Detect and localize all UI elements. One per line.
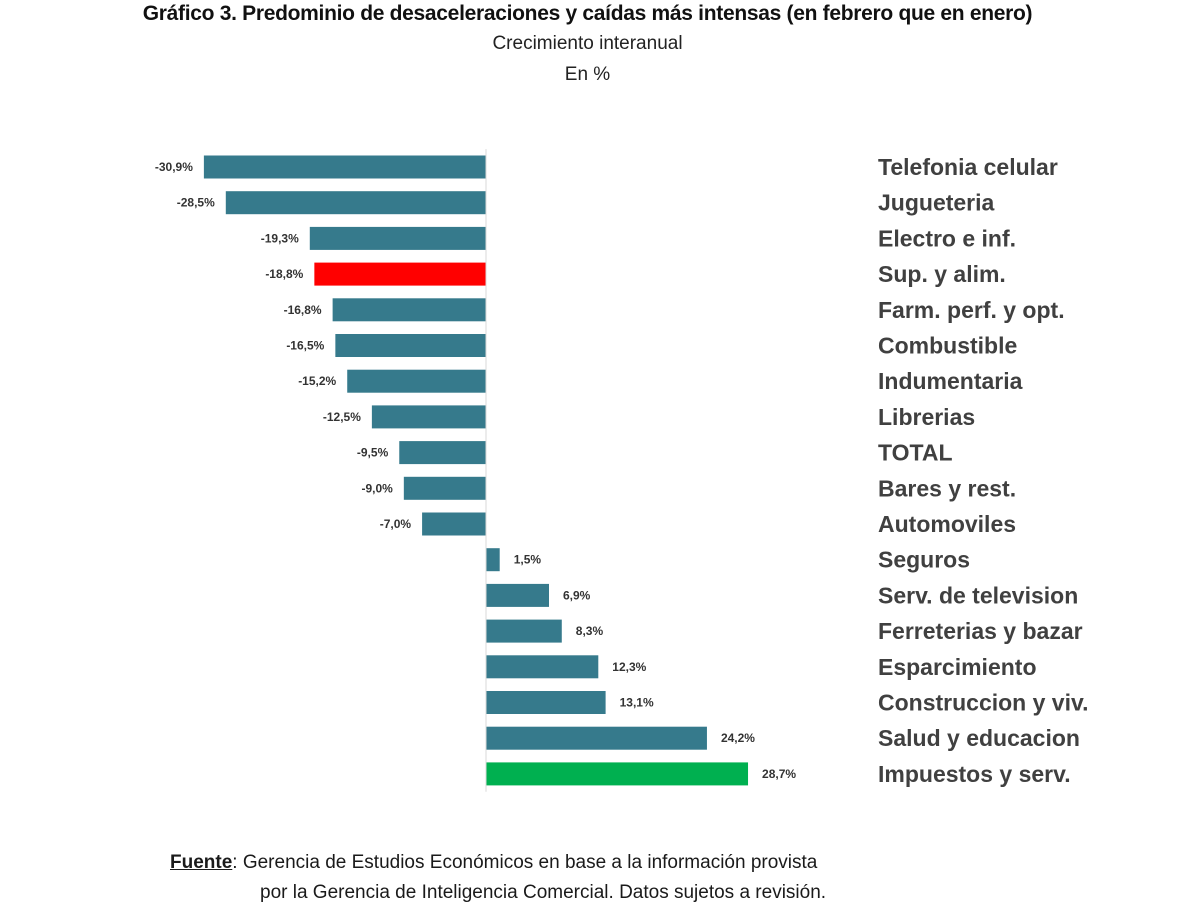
category-label-electro-e-inf: Electro e inf. [878,225,1016,251]
category-label-ferreterias-y-bazar: Ferreterias y bazar [878,618,1083,644]
data-label-impuestos-y-serv: 28,7% [762,767,796,781]
data-label-salud-y-educacion: 24,2% [721,731,755,745]
data-label-construccion-y-viv: 13,1% [620,696,654,710]
source-line-2: por la Gerencia de Inteligencia Comercia… [260,882,827,903]
source-note: Fuente: Gerencia de Estudios Económicos … [170,848,826,908]
data-label-electro-e-inf: -19,3% [261,231,299,245]
category-label-impuestos-y-serv: Impuestos y serv. [878,761,1071,787]
bar-combustible [335,334,486,357]
category-label-jugueteria: Jugueteria [878,190,995,216]
bar-construccion-y-viv [486,691,606,714]
bar-salud-y-educacion [486,726,707,750]
category-label-bares-y-rest: Bares y rest. [878,475,1016,501]
data-label-telefonia-celular: -30,9% [155,160,193,174]
bar-electro-e-inf [309,226,486,250]
bar-telefonia-celular [203,155,486,179]
chart-unit-label: En % [564,64,611,85]
bars-group [203,155,749,786]
bar-farm-perf-y-opt [332,298,486,322]
category-label-librerias: Librerias [878,404,975,430]
data-label-automoviles: -7,0% [380,517,412,531]
category-label-automoviles: Automoviles [878,511,1016,537]
data-label-esparcimiento: 12,3% [612,660,646,674]
category-label-sup-y-alim: Sup. y alim. [878,261,1006,287]
bar-impuestos-y-serv [486,762,749,786]
category-label-indumentaria: Indumentaria [878,368,1023,394]
data-label-ferreterias-y-bazar: 8,3% [576,624,604,638]
source-label: Fuente [170,852,233,873]
bar-automoviles [422,512,486,536]
category-label-seguros: Seguros [878,547,970,573]
bar-serv-de-television [486,583,549,607]
data-label-jugueteria: -28,5% [177,196,215,210]
data-label-serv-de-television: 6,9% [563,588,591,602]
bar-librerias [371,405,486,429]
data-label-bares-y-rest: -9,0% [361,481,393,495]
category-label-total: TOTAL [878,440,953,466]
chart-subtitle: Crecimiento interanual [492,33,683,54]
data-label-indumentaria: -15,2% [298,374,336,388]
category-label-serv-de-television: Serv. de television [878,582,1078,608]
bar-indumentaria [347,369,486,393]
data-label-sup-y-alim: -18,8% [265,267,303,281]
category-label-salud-y-educacion: Salud y educacion [878,725,1080,751]
category-label-construccion-y-viv: Construccion y viv. [878,690,1088,716]
data-label-librerias: -12,5% [323,410,361,424]
data-label-seguros: 1,5% [514,553,542,567]
bar-seguros [486,548,500,572]
labels-group: -30,9% Telefonia celular -28,5% Jugueteria -… [155,154,1089,787]
bar-sup-y-alim [314,262,486,286]
category-label-combustible: Combustible [878,333,1017,359]
bar-total [399,441,486,465]
bar-ferreterias-y-bazar [486,619,562,643]
category-label-telefonia-celular: Telefonia celular [878,154,1058,180]
category-label-farm-perf-y-opt: Farm. perf. y opt. [878,297,1065,323]
bar-esparcimiento [486,655,599,679]
data-label-total: -9,5% [357,446,389,460]
chart-title: Gráfico 3. Predominio de desaceleracione… [142,2,1033,25]
source-line-1: : Gerencia de Estudios Económicos en bas… [232,852,818,873]
bar-bares-y-rest [403,476,486,500]
bar-jugueteria [225,191,487,215]
data-label-farm-perf-y-opt: -16,8% [284,303,322,317]
data-label-combustible: -16,5% [286,339,324,353]
category-label-esparcimiento: Esparcimiento [878,654,1037,680]
